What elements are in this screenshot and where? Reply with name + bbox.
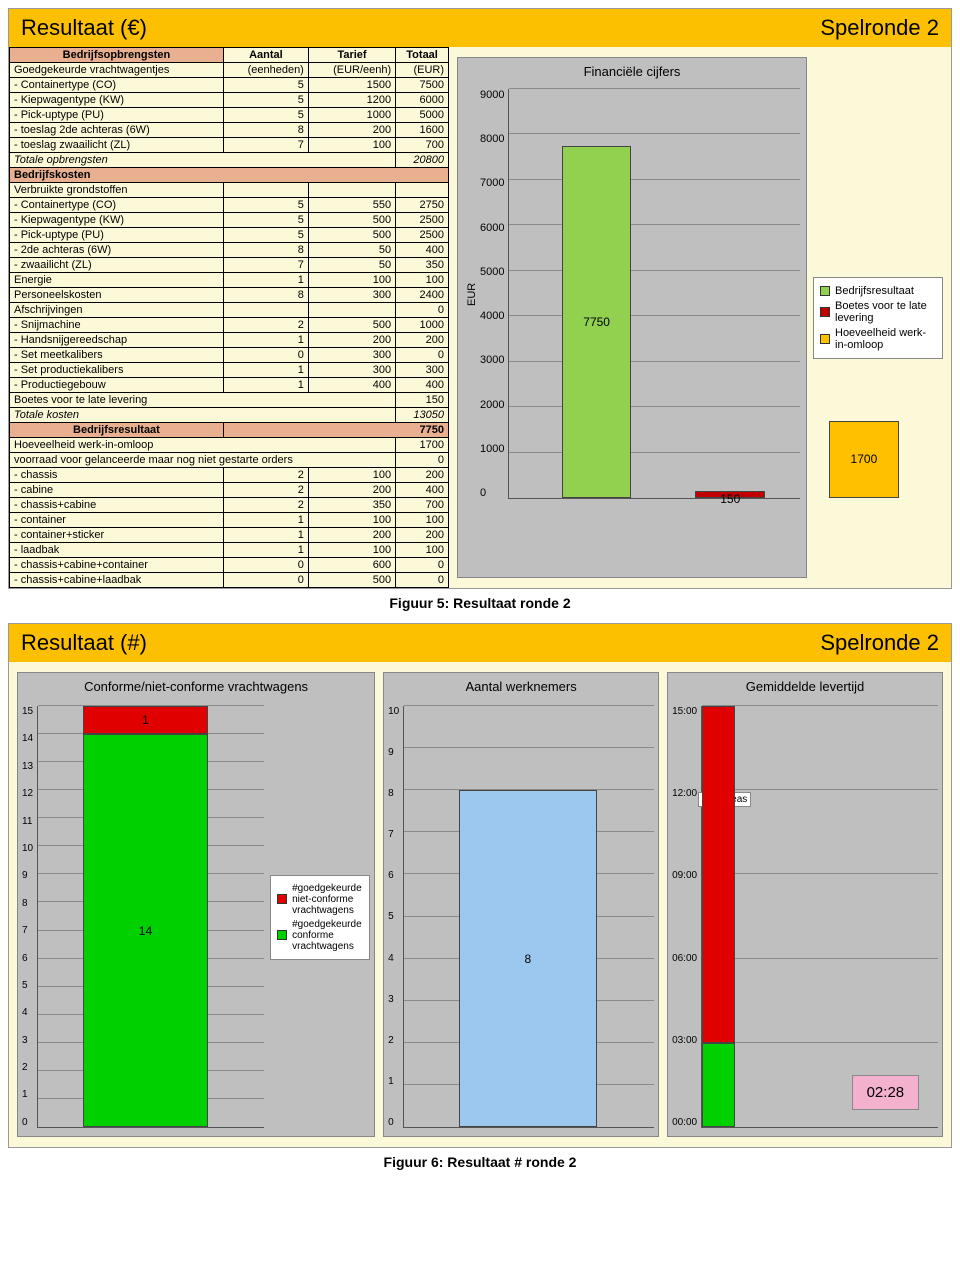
bars-zone: 77501501700 — [508, 89, 800, 499]
chart3-title: Gemiddelde levertijd — [668, 673, 942, 706]
chart-legend: BedrijfsresultaatBoetes voor te late lev… — [813, 277, 943, 359]
panel-header: Resultaat (€) Spelronde 2 — [9, 9, 951, 47]
result-euro-panel: Resultaat (€) Spelronde 2 Bedrijfsopbren… — [8, 8, 952, 589]
finance-chart: Financiële cijfers EUR 90008000700060005… — [457, 57, 807, 578]
leadtime-chart: Gemiddelde levertijd 15:0012:0009:0006:0… — [667, 672, 943, 1137]
workers-chart: Aantal werknemers 109876543210 8 — [383, 672, 659, 1137]
figure-caption-6: Figuur 6: Resultaat # ronde 2 — [8, 1154, 952, 1170]
y-axis-label: EUR — [464, 89, 480, 499]
c1-bars: 141 — [37, 706, 264, 1128]
chart2-title: Aantal werknemers — [384, 673, 658, 706]
chart1-title: Conforme/niet-conforme vrachtwagens — [18, 673, 374, 706]
c3-yaxis: 15:0012:0009:0006:0003:0000:00 — [672, 706, 701, 1128]
c3-bars: Waardeas02:28 — [701, 706, 938, 1128]
panel-header-2: Resultaat (#) Spelronde 2 — [9, 624, 951, 662]
c2-bars: 8 — [403, 706, 654, 1128]
figure-caption-5: Figuur 5: Resultaat ronde 2 — [8, 595, 952, 611]
chart-title: Financiële cijfers — [458, 58, 806, 89]
round-label: Spelronde 2 — [820, 15, 939, 41]
conformity-chart: Conforme/niet-conforme vrachtwagens 1514… — [17, 672, 375, 1137]
c1-yaxis: 1514131211109876543210 — [22, 706, 37, 1128]
round-label-2: Spelronde 2 — [820, 630, 939, 656]
panel-title-2: Resultaat (#) — [21, 630, 147, 656]
finance-table-wrap: BedrijfsopbrengstenAantalTariefTotaalGoe… — [9, 47, 449, 588]
y-axis-ticks: 9000800070006000500040003000200010000 — [480, 89, 508, 499]
panel-title: Resultaat (€) — [21, 15, 147, 41]
c2-yaxis: 109876543210 — [388, 706, 403, 1128]
result-count-panel: Resultaat (#) Spelronde 2 Conforme/niet-… — [8, 623, 952, 1148]
c1-legend: #goedgekeurde niet-conforme vrachtwagens… — [270, 875, 370, 960]
finance-table: BedrijfsopbrengstenAantalTariefTotaalGoe… — [9, 47, 449, 588]
